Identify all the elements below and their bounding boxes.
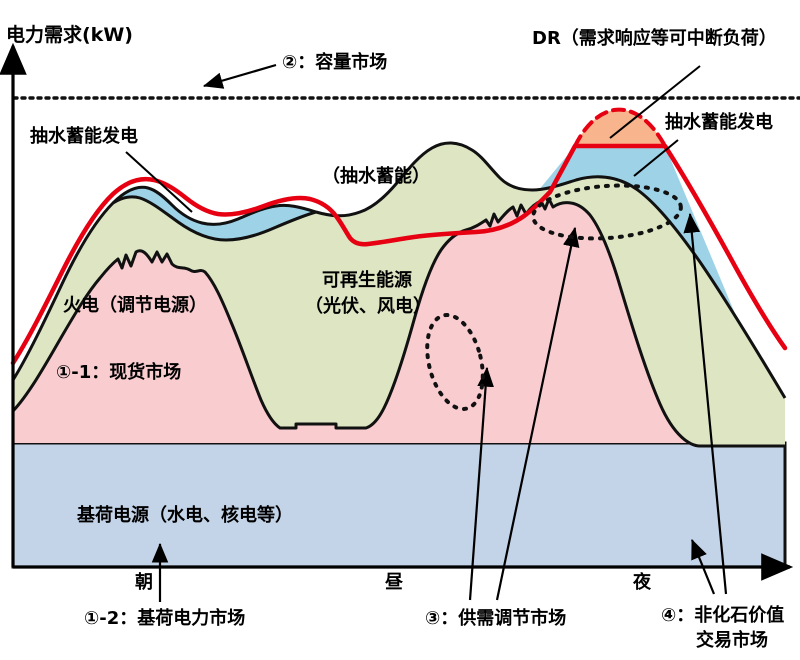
y-axis-label: 电力需求(kW) [6,24,133,46]
annotation-capacity-market: ②：容量市场 [282,52,388,73]
annotation-pumped-storage-gen-right: 抽水蓄能发电 [665,112,773,133]
dotted-ellipse-midday [425,313,485,411]
region-baseload [11,441,787,569]
region-label-renewable-line1: 可再生能源 [322,270,412,291]
leader-balancing-1 [468,366,494,601]
annotation-balancing-market: ③：供需调节市场 [425,608,567,629]
leader-balancing-2 [495,226,580,601]
region-label-renewable-line2: （光伏、风电） [305,296,431,317]
curve-pumped-morning-lower [112,195,317,242]
x-tick-morning: 朝 [135,572,153,593]
region-renewable [13,142,785,446]
leader-capacity-market [202,63,277,89]
annotation-nonfossil-market-line2: 交易市场 [696,630,768,651]
curve-demand-red [10,143,788,366]
x-tick-night: 夜 [633,572,651,593]
x-tick-noon: 昼 [385,572,403,593]
leader-nonfossil-1 [690,538,716,595]
region-label-baseload: 基荷电源（水电、核电等） [77,505,293,526]
leader-pumped-left [125,151,193,213]
annotation-spot-market: ①-1：现货市场 [56,362,182,383]
region-label-thermal: 火电（调节电源） [63,295,207,316]
region-pumped-storage-morning [113,187,316,240]
annotation-dr-load: DR（需求响应等可中断负荷） [532,28,777,49]
curve-thermal-top [11,197,785,448]
leader-pumped-right [633,139,679,177]
dotted-ellipse-evening [531,183,683,241]
annotation-nonfossil-market-line1: ④：非化石价值 [661,605,785,626]
region-thermal [13,199,785,446]
curve-dr-dashed-top [573,107,667,148]
annotation-pumped-storage-gen-left: 抽水蓄能发电 [30,126,138,147]
leader-dr [609,65,701,139]
annotation-baseload-market: ①-2：基荷电力市场 [84,608,246,629]
region-label-pumped-storage: （抽水蓄能） [322,166,430,187]
curve-renewable-top [11,141,787,399]
leader-nonfossil-2 [683,212,728,595]
